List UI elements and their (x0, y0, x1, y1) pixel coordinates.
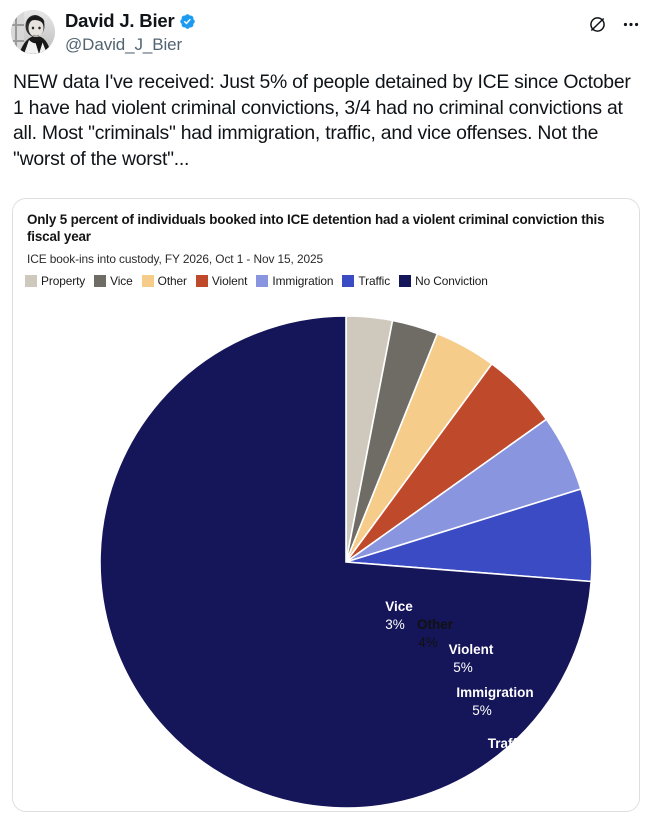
slice-value-other: 4% (418, 635, 438, 650)
slice-value-immigration: 5% (472, 703, 492, 718)
account-identity: David J. Bier @David_J_Bier (65, 10, 588, 54)
legend-label-property: Property (41, 274, 86, 288)
legend-item-no-conviction: No Conviction (399, 274, 488, 288)
legend-label-no-conviction: No Conviction (415, 274, 488, 288)
avatar[interactable] (11, 10, 55, 54)
tweet-body-text: NEW data I've received: Just 5% of peopl… (13, 71, 636, 170)
slice-label-violent: Violent (449, 642, 494, 657)
slice-label-vice: Vice (385, 599, 413, 614)
legend-label-other: Other (157, 274, 187, 288)
tweet-header: David J. Bier @David_J_Bier (0, 0, 653, 62)
legend-item-immigration: Immigration (256, 274, 333, 288)
avatar-photo (11, 10, 55, 54)
legend-item-traffic: Traffic (342, 274, 390, 288)
legend-label-immigration: Immigration (272, 274, 334, 288)
chart-card[interactable]: Only 5 percent of individuals booked int… (12, 198, 640, 812)
legend-label-violent: Violent (211, 274, 248, 288)
pie-chart-svg: Vice 3% Other 4% Violent 5% Immigration … (99, 315, 593, 809)
legend-item-property: Property (25, 274, 85, 288)
header-actions (588, 10, 641, 34)
legend-label-vice: Vice (110, 274, 133, 288)
slice-value-violent: 5% (453, 660, 473, 675)
display-name[interactable]: David J. Bier (65, 10, 175, 31)
legend-item-other: Other (141, 274, 187, 288)
pie-slice-no-conviction[interactable] (99, 315, 593, 809)
legend-swatch-traffic (342, 275, 355, 287)
name-row: David J. Bier (65, 10, 588, 32)
legend-item-violent: Violent (195, 274, 248, 288)
legend-swatch-no-conviction (399, 275, 412, 287)
pie-slice-group (99, 315, 593, 809)
account-handle[interactable]: @David_J_Bier (65, 34, 183, 54)
slice-value-traffic: 6% (493, 754, 513, 769)
chart-title: Only 5 percent of individuals booked int… (27, 212, 605, 244)
legend-label-traffic: Traffic (358, 274, 391, 288)
chart-subtitle: ICE book-ins into custody, FY 2026, Oct … (27, 252, 324, 266)
slice-label-other: Other (417, 617, 454, 632)
pie-chart-area: Vice 3% Other 4% Violent 5% Immigration … (13, 295, 639, 811)
grok-actions-icon[interactable] (588, 15, 607, 34)
legend-item-vice: Vice (94, 274, 133, 288)
verified-badge-icon (180, 14, 196, 29)
slice-label-traffic: Traffic (488, 736, 529, 751)
more-options-icon[interactable] (621, 15, 641, 34)
chart-legend: Property Vice Other Violent Immigration … (13, 266, 639, 288)
legend-swatch-immigration (256, 275, 269, 287)
legend-swatch-property (25, 275, 37, 287)
legend-swatch-vice (94, 275, 107, 287)
legend-swatch-other (141, 275, 154, 287)
slice-label-immigration: Immigration (456, 685, 533, 700)
legend-swatch-violent (195, 275, 208, 287)
slice-value-vice: 3% (385, 617, 405, 632)
